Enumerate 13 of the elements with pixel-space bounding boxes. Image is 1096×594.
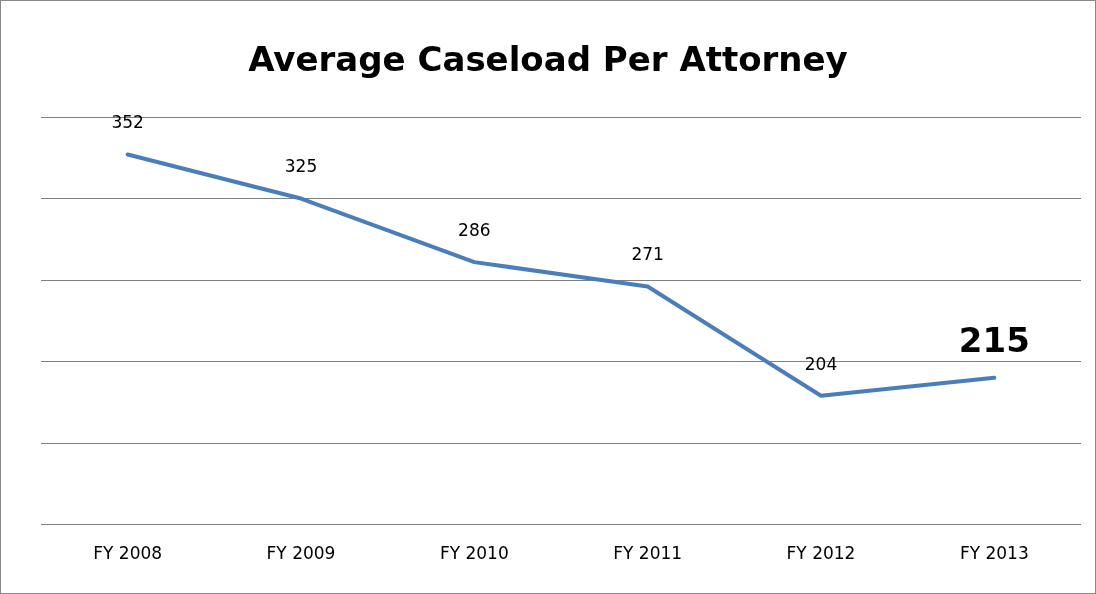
data-label: 325 <box>284 156 318 177</box>
x-tick-label: FY 2013 <box>959 543 1029 564</box>
chart-title: Average Caseload Per Attorney <box>247 39 849 79</box>
x-tick-label: FY 2011 <box>613 543 683 564</box>
x-tick-label: FY 2008 <box>93 543 163 564</box>
data-label: 204 <box>804 353 838 374</box>
x-tick-label: FY 2010 <box>439 543 509 564</box>
x-tick-label: FY 2009 <box>266 543 336 564</box>
x-tick-label: FY 2012 <box>786 543 856 564</box>
data-label: 215 <box>958 319 1030 360</box>
data-label: 352 <box>111 112 144 133</box>
data-label: 271 <box>631 244 664 265</box>
data-label: 286 <box>458 220 491 241</box>
